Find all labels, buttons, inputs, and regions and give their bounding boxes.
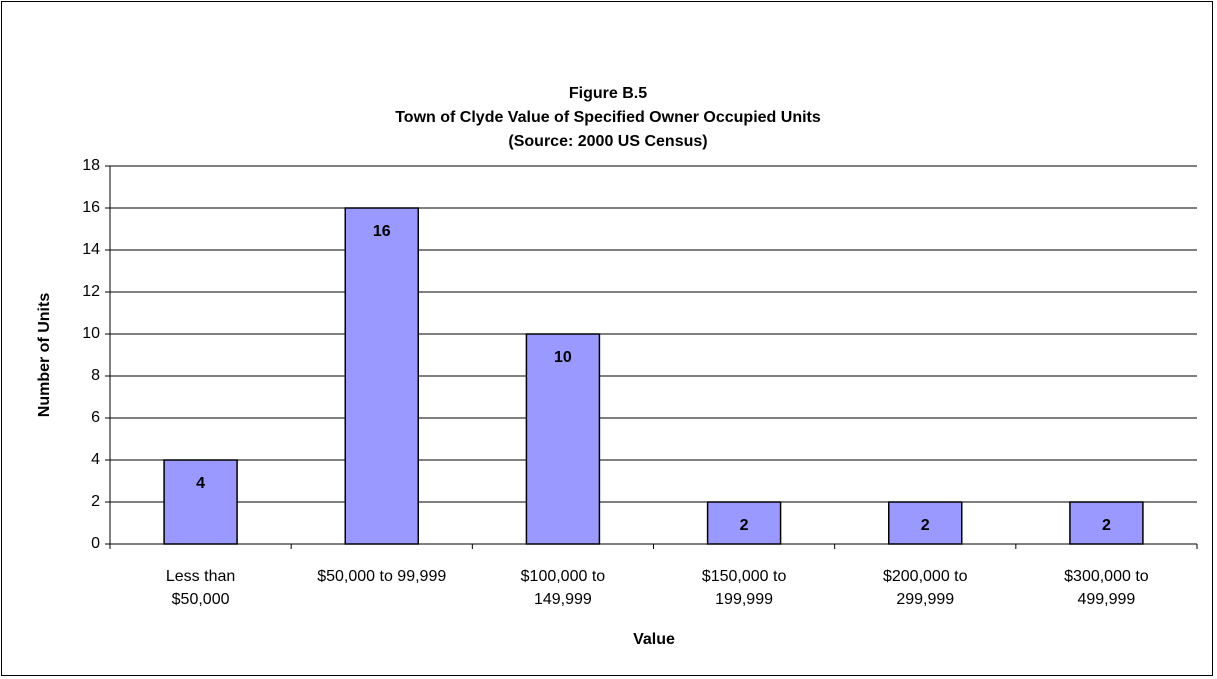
y-tick-label: 2 (91, 493, 100, 510)
data-label: 2 (921, 517, 930, 534)
bar (888, 501, 963, 545)
bar (163, 459, 238, 545)
bar (706, 501, 782, 545)
x-tick-label: 299,999 (896, 591, 954, 608)
x-tick-label: 149,999 (534, 591, 592, 608)
y-tick-label: 8 (91, 367, 100, 384)
chart-title: Town of Clyde Value of Specified Owner O… (395, 109, 821, 126)
data-label: 10 (554, 349, 572, 366)
x-tick-label: 499,999 (1077, 591, 1135, 608)
x-tick-label: 199,999 (715, 591, 773, 608)
chart-title: Figure B.5 (569, 85, 647, 102)
x-tick-label: $100,000 to (521, 568, 606, 585)
bar (1069, 501, 1144, 545)
y-tick-label: 18 (82, 157, 100, 174)
y-tick-label: 6 (91, 409, 100, 426)
x-tick-label: $150,000 to (702, 568, 787, 585)
bar (344, 207, 419, 545)
data-label: 2 (740, 517, 749, 534)
y-axis-label: Number of Units (36, 293, 53, 418)
y-tick-label: 14 (82, 241, 100, 258)
x-tick-label: $50,000 to 99,999 (317, 568, 446, 585)
x-tick-label: $50,000 (172, 591, 230, 608)
x-axis-label: Value (633, 631, 675, 648)
y-tick-label: 10 (82, 325, 100, 342)
bar (525, 333, 601, 545)
chart-title: (Source: 2000 US Census) (508, 133, 707, 150)
x-tick-label: $300,000 to (1064, 568, 1149, 585)
data-label: 4 (196, 475, 205, 492)
y-tick-label: 4 (91, 451, 100, 468)
y-tick-label: 16 (82, 199, 100, 216)
x-tick-label: Less than (166, 568, 235, 585)
y-tick-label: 12 (82, 283, 100, 300)
data-label: 2 (1102, 517, 1111, 534)
data-label: 16 (373, 223, 391, 240)
y-tick-label: 0 (91, 535, 100, 552)
x-tick-label: $200,000 to (883, 568, 968, 585)
